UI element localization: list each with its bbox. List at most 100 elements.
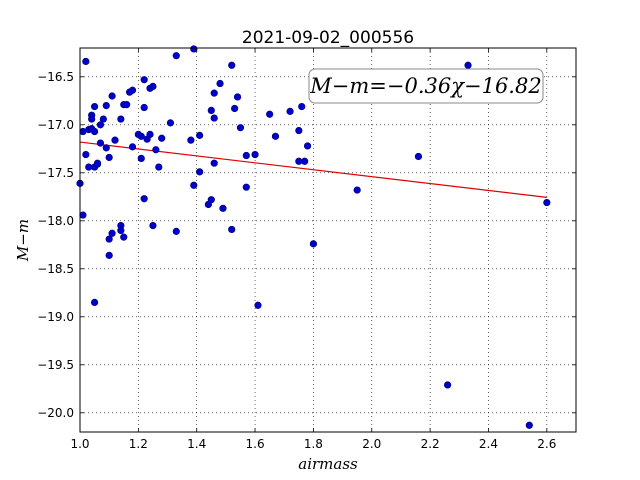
data-point <box>90 102 99 111</box>
data-point <box>105 251 113 259</box>
data-point <box>251 150 259 159</box>
data-point <box>99 115 107 123</box>
data-point <box>231 104 239 113</box>
data-point <box>105 235 113 243</box>
data-point <box>301 157 309 165</box>
x-tick-label: 1.0 <box>70 437 89 451</box>
x-tick-label: 2.0 <box>362 437 381 451</box>
data-point <box>196 168 204 176</box>
fit-equation-text: M−m=−0.36χ−16.82 <box>309 74 541 98</box>
data-point <box>120 233 128 241</box>
data-point <box>543 198 551 207</box>
data-point <box>140 76 148 84</box>
data-point <box>88 115 96 123</box>
data-point <box>210 114 218 122</box>
data-point <box>166 119 175 127</box>
y-tick-label: −17.5 <box>37 166 74 180</box>
data-point <box>444 381 452 389</box>
data-point <box>117 115 125 123</box>
data-point <box>271 132 280 140</box>
data-point <box>216 79 224 88</box>
data-point <box>96 121 105 129</box>
data-points <box>76 45 551 429</box>
data-point <box>228 225 236 234</box>
data-point <box>172 52 180 60</box>
plot-frame <box>79 47 577 433</box>
x-tick-label: 2.6 <box>537 437 556 451</box>
y-tick-label: −18.5 <box>37 262 74 276</box>
data-point <box>236 124 245 132</box>
x-axis-label: airmass <box>298 455 358 473</box>
data-point <box>108 229 116 237</box>
data-point <box>90 127 99 136</box>
data-point <box>525 421 533 429</box>
annotation-box <box>308 68 544 104</box>
data-point <box>254 301 262 309</box>
data-point <box>158 134 166 142</box>
data-point <box>82 150 90 159</box>
y-tick-label: −16.5 <box>37 70 74 84</box>
y-tick-label: −19.0 <box>37 310 74 324</box>
data-point <box>149 222 157 230</box>
fit-equation-annotation: M−m=−0.36χ−16.82 <box>308 68 544 104</box>
data-point <box>149 82 157 90</box>
data-point <box>228 61 236 69</box>
data-point <box>219 204 227 212</box>
data-point <box>117 226 125 234</box>
data-point <box>207 106 215 114</box>
y-tick-label: −20.0 <box>37 406 74 420</box>
data-point <box>140 195 148 203</box>
grid-lines <box>79 48 576 432</box>
chart-title: 2021-09-02_000556 <box>242 28 414 48</box>
x-tick-label: 2.2 <box>421 437 440 451</box>
data-point <box>207 196 215 204</box>
data-point <box>187 136 195 144</box>
data-point <box>309 240 318 248</box>
data-point <box>146 130 154 138</box>
y-tick-labels: −16.5 −17.0 −17.5 −18.0 −18.5 −19.0 −19.5 −20.0 <box>37 70 74 420</box>
data-point <box>90 298 99 307</box>
data-point <box>155 163 163 171</box>
data-point <box>196 131 204 139</box>
x-tick-label: 1.2 <box>129 437 148 451</box>
data-point <box>123 101 131 109</box>
data-point <box>102 144 110 152</box>
data-point <box>242 151 250 160</box>
data-point <box>210 89 218 97</box>
data-point <box>82 57 90 66</box>
data-point <box>93 159 102 167</box>
y-tick-label: −18.0 <box>37 214 74 228</box>
data-point <box>128 143 137 151</box>
x-tick-label: 1.6 <box>246 437 265 451</box>
data-point <box>152 146 160 154</box>
x-tick-label: 2.4 <box>479 437 498 451</box>
data-point <box>137 132 145 140</box>
data-point <box>414 152 423 161</box>
x-tick-label: 1.4 <box>187 437 206 451</box>
axis-ticks <box>79 48 576 432</box>
data-point <box>210 159 218 167</box>
data-point <box>242 183 250 191</box>
y-axis-label: M−m <box>14 219 32 262</box>
data-point <box>266 110 274 118</box>
data-point <box>79 211 87 219</box>
data-point <box>137 154 145 162</box>
data-point <box>286 107 294 115</box>
y-tick-label: −19.5 <box>37 358 74 372</box>
data-point <box>96 139 105 147</box>
data-point <box>464 61 472 69</box>
fit-line <box>79 141 547 198</box>
data-point <box>140 103 148 112</box>
x-tick-labels: 1.0 1.2 1.4 1.6 1.8 2.0 2.2 2.4 2.6 <box>70 437 556 451</box>
data-point <box>190 45 198 53</box>
data-point <box>190 181 198 189</box>
data-point <box>298 102 306 111</box>
data-point <box>128 86 137 94</box>
data-point <box>303 142 312 150</box>
data-point <box>105 153 113 162</box>
data-point <box>172 227 180 235</box>
data-point <box>111 136 119 144</box>
data-point <box>108 92 116 100</box>
x-tick-label: 1.8 <box>304 437 323 451</box>
